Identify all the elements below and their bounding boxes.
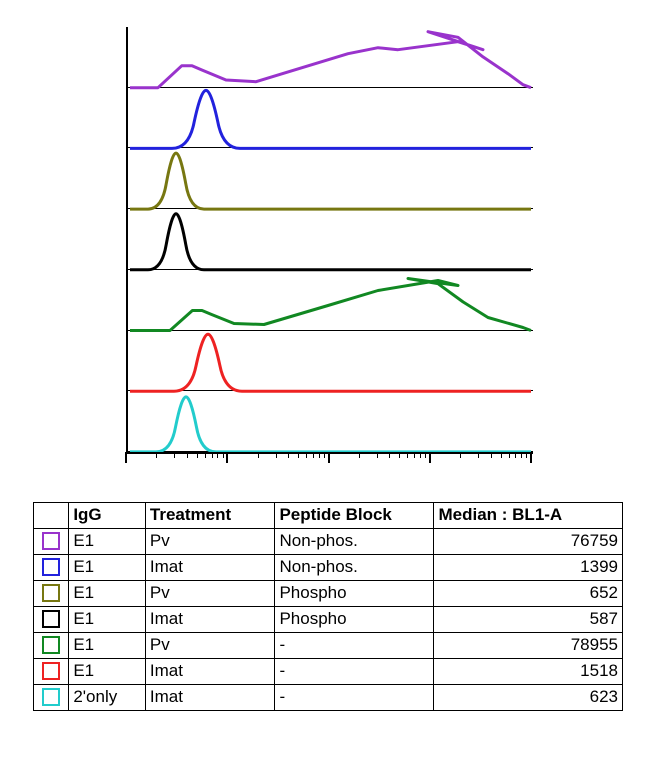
swatch-cell	[34, 580, 69, 606]
cell-igg: E1	[69, 658, 146, 684]
legend-table: IgG Treatment Peptide Block Median : BL1…	[33, 502, 623, 711]
cell-median: 78955	[434, 632, 623, 658]
col-median: Median : BL1-A	[434, 503, 623, 529]
cell-median: 587	[434, 606, 623, 632]
table-row: E1Imat-1518	[34, 658, 623, 684]
cell-block: -	[275, 658, 434, 684]
swatch-icon	[42, 610, 60, 628]
col-block: Peptide Block	[275, 503, 434, 529]
cell-median: 623	[434, 684, 623, 710]
col-swatch	[34, 503, 69, 529]
cell-treatment: Pv	[145, 632, 275, 658]
cell-igg: E1	[69, 606, 146, 632]
cell-block: -	[275, 632, 434, 658]
swatch-cell	[34, 658, 69, 684]
cell-median: 76759	[434, 528, 623, 554]
swatch-cell	[34, 528, 69, 554]
table-row: E1PvPhospho652	[34, 580, 623, 606]
swatch-icon	[42, 662, 60, 680]
table-row: E1Pv-78955	[34, 632, 623, 658]
cell-igg: E1	[69, 528, 146, 554]
swatch-icon	[42, 688, 60, 706]
table-row: E1ImatNon-phos.1399	[34, 554, 623, 580]
table-row: 2'onlyImat-623	[34, 684, 623, 710]
cell-block: -	[275, 684, 434, 710]
cell-median: 1399	[434, 554, 623, 580]
swatch-cell	[34, 554, 69, 580]
histogram-overlay-plot	[126, 27, 533, 454]
cell-median: 1518	[434, 658, 623, 684]
cell-treatment: Pv	[145, 528, 275, 554]
swatch-icon	[42, 636, 60, 654]
cell-block: Non-phos.	[275, 528, 434, 554]
swatch-cell	[34, 684, 69, 710]
table-row: E1ImatPhospho587	[34, 606, 623, 632]
cell-igg: E1	[69, 554, 146, 580]
cell-igg: E1	[69, 632, 146, 658]
cell-treatment: Imat	[145, 606, 275, 632]
cell-treatment: Pv	[145, 580, 275, 606]
table-row: E1PvNon-phos.76759	[34, 528, 623, 554]
cell-block: Phospho	[275, 606, 434, 632]
col-igg: IgG	[69, 503, 146, 529]
cell-median: 652	[434, 580, 623, 606]
swatch-cell	[34, 606, 69, 632]
x-axis-ticks	[126, 452, 531, 464]
cell-igg: E1	[69, 580, 146, 606]
cell-block: Phospho	[275, 580, 434, 606]
swatch-icon	[42, 584, 60, 602]
cell-block: Non-phos.	[275, 554, 434, 580]
swatch-cell	[34, 632, 69, 658]
swatch-icon	[42, 558, 60, 576]
histogram-curve	[128, 27, 533, 452]
col-treatment: Treatment	[145, 503, 275, 529]
cell-treatment: Imat	[145, 658, 275, 684]
cell-treatment: Imat	[145, 554, 275, 580]
cell-igg: 2'only	[69, 684, 146, 710]
swatch-icon	[42, 532, 60, 550]
cell-treatment: Imat	[145, 684, 275, 710]
